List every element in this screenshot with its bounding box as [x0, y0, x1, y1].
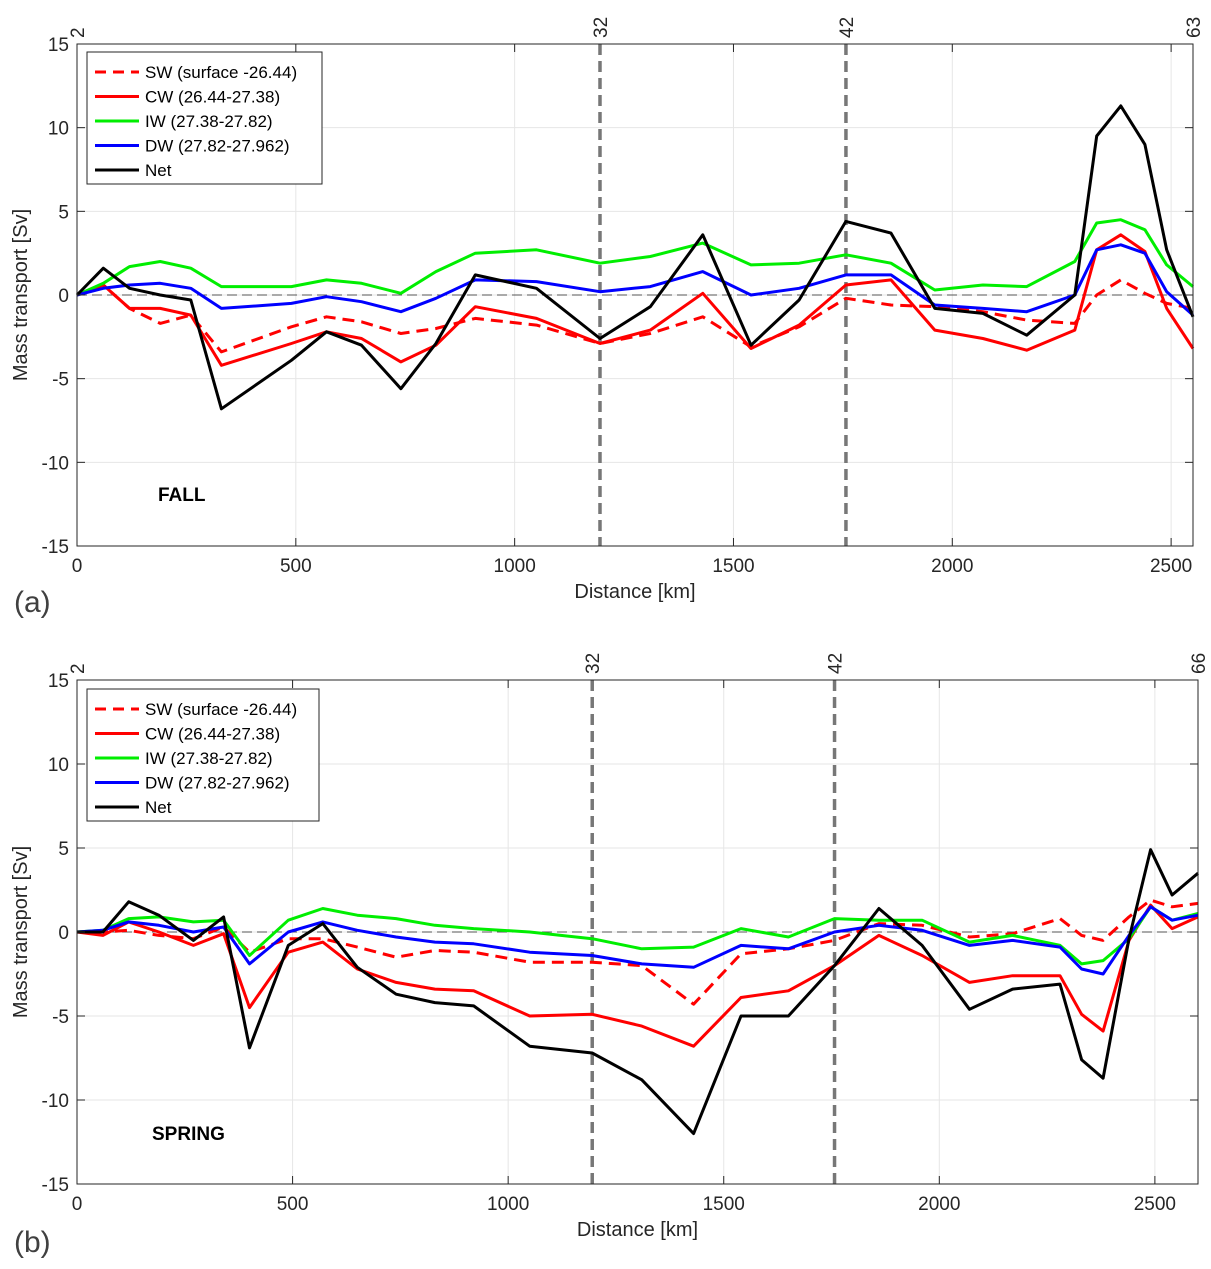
x-axis-label: Distance [km]	[574, 581, 695, 603]
legend-entry: Net	[145, 798, 172, 817]
station-tick-label: 66	[1189, 653, 1210, 674]
y-tick-label: 5	[58, 839, 69, 860]
series-line-net	[75, 104, 1195, 411]
x-tick-label: 0	[72, 556, 83, 577]
y-tick-label: 10	[48, 119, 69, 140]
y-tick-label: 0	[58, 923, 69, 944]
x-tick-label: 1500	[703, 1194, 745, 1215]
legend-entry: DW (27.82-27.962)	[145, 774, 290, 793]
legend-box	[86, 51, 323, 185]
legend-entry: Net	[145, 161, 172, 180]
panel-label: (b)	[14, 1226, 51, 1259]
season-annotation: FALL	[158, 485, 206, 506]
x-axis-label: Distance [km]	[577, 1219, 698, 1241]
station-tick-label: 63	[1184, 17, 1205, 38]
series-line-sw	[77, 898, 1199, 1006]
station-tick-label: 2	[68, 663, 89, 674]
legend-entry: CW (26.44-27.38)	[145, 725, 280, 744]
station-tick-label: 42	[826, 653, 847, 674]
y-tick-label: 15	[48, 671, 69, 692]
legend-box	[86, 688, 320, 822]
x-tick-label: 2000	[918, 1194, 960, 1215]
station-tick-label: 2	[68, 27, 89, 38]
legend: SW (surface -26.44) CW (26.44-27.38) IW (2…	[86, 51, 323, 185]
y-tick-label: -5	[52, 1007, 69, 1028]
panel-label: (a)	[14, 586, 51, 619]
legend-entry: SW (surface -26.44)	[145, 63, 297, 82]
x-tick-label: 500	[277, 1194, 309, 1215]
legend-entry: IW (27.38-27.82)	[145, 749, 273, 768]
series-line-dw	[76, 243, 1194, 317]
legend-entry: IW (27.38-27.82)	[145, 112, 273, 131]
y-tick-label: -5	[52, 370, 69, 391]
legend-entry: CW (26.44-27.38)	[145, 88, 280, 107]
y-tick-label: -10	[42, 453, 69, 474]
y-tick-label: -15	[42, 1175, 69, 1196]
series-line-net	[77, 848, 1199, 1136]
y-tick-label: 0	[58, 286, 69, 307]
legend-entry: SW (surface -26.44)	[145, 700, 297, 719]
series-line-cw	[76, 903, 1199, 1048]
chart-panel-b: 0 500 1000 1500 2000 2500 -15 -10 -5 0 5 10 152 32 42 6…	[10, 653, 1210, 1259]
x-tick-label: 1500	[712, 556, 754, 577]
y-axis-label: Mass transport [Sv]	[10, 209, 32, 381]
station-tick-label: 32	[583, 653, 604, 674]
legend: SW (surface -26.44) CW (26.44-27.38) IW (2…	[86, 688, 320, 822]
x-tick-label: 2500	[1134, 1194, 1176, 1215]
series-line-cw	[76, 233, 1195, 367]
y-tick-label: 5	[58, 202, 69, 223]
y-tick-label: 10	[48, 755, 69, 776]
y-tick-label: -15	[42, 537, 69, 558]
series-line-dw	[76, 905, 1199, 976]
season-annotation: SPRING	[152, 1124, 225, 1145]
x-tick-label: 500	[280, 556, 312, 577]
series-line-sw	[76, 278, 1194, 354]
chart-panel-a: 0 500 1000 1500 2000 2500 -15 -10 -5 0 5 10 152 32 42 6…	[10, 17, 1205, 619]
legend-entry: DW (27.82-27.962)	[145, 137, 290, 156]
x-tick-label: 0	[72, 1194, 83, 1215]
station-tick-label: 32	[591, 17, 612, 38]
y-tick-label: -10	[42, 1091, 69, 1112]
x-tick-label: 2000	[931, 556, 973, 577]
station-tick-label: 42	[837, 17, 858, 38]
y-axis-label: Mass transport [Sv]	[10, 846, 32, 1018]
x-tick-label: 2500	[1150, 556, 1192, 577]
x-tick-label: 1000	[487, 1194, 529, 1215]
x-tick-label: 1000	[494, 556, 536, 577]
y-tick-label: 15	[48, 35, 69, 56]
